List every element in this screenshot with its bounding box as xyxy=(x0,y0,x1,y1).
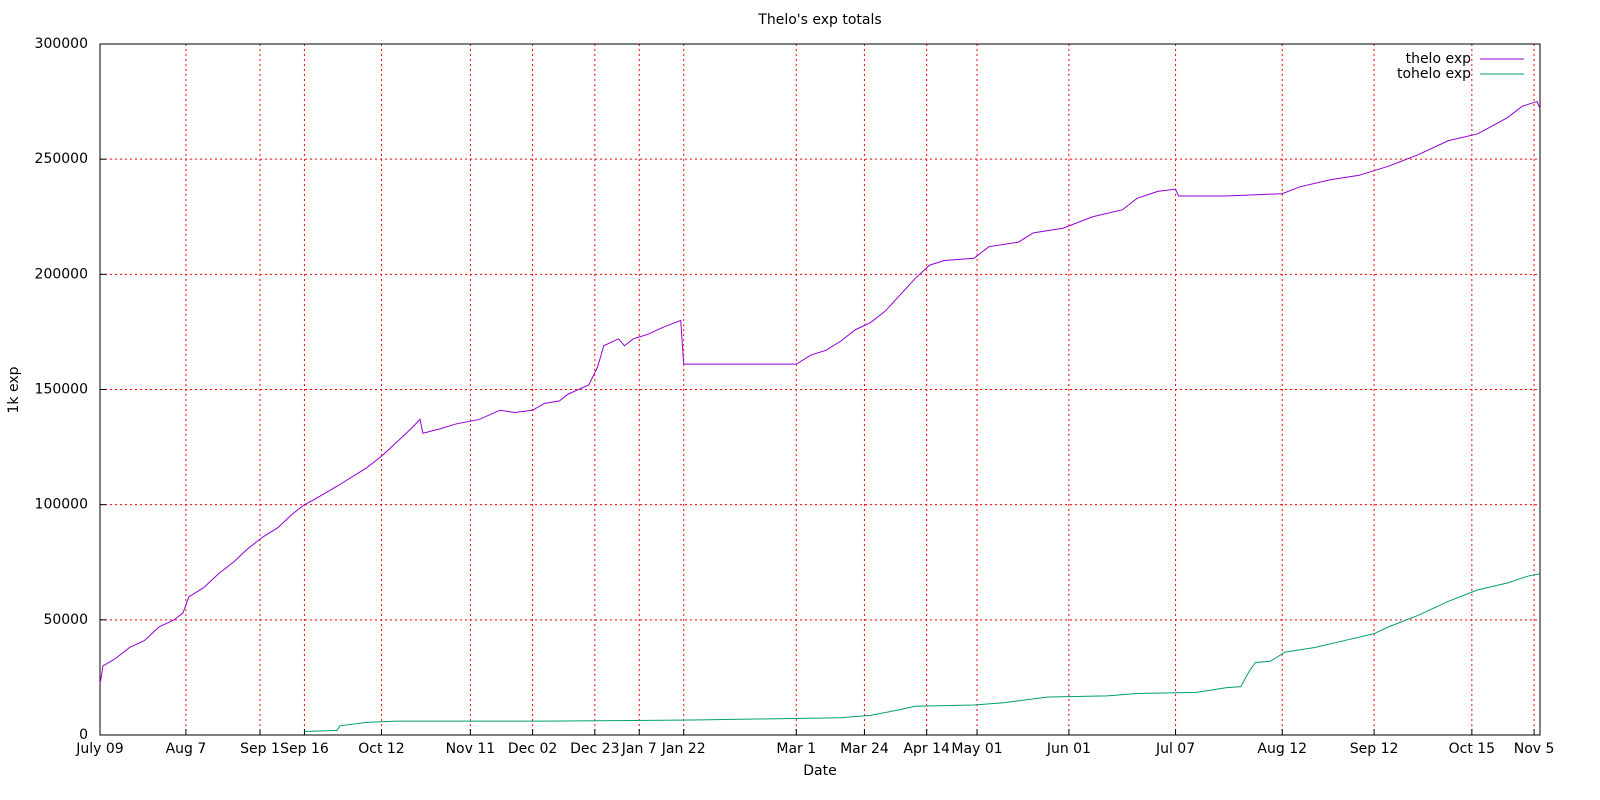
data-line xyxy=(99,100,1541,685)
y-tick-label: 0 xyxy=(79,727,88,743)
x-axis-label: Date xyxy=(803,763,836,779)
x-tick-label: Apr 14 xyxy=(903,741,950,757)
x-tick-label: May 01 xyxy=(951,741,1002,757)
x-tick-label: Aug 7 xyxy=(166,741,207,757)
legend-label: thelo exp xyxy=(1406,51,1472,67)
y-tick-label: 150000 xyxy=(35,382,88,398)
x-tick-label: Jan 22 xyxy=(661,741,706,757)
x-tick-label: July 09 xyxy=(75,741,123,757)
x-tick-label: Mar 24 xyxy=(840,741,889,757)
x-tick-label: Dec 23 xyxy=(570,741,619,757)
x-tick-label: Jul 07 xyxy=(1155,741,1195,757)
x-tick-label: Oct 12 xyxy=(358,741,404,757)
y-axis-label: 1k exp xyxy=(6,366,22,413)
x-tick-label: Sep 1 xyxy=(240,741,280,757)
legend-label: tohelo exp xyxy=(1397,66,1471,82)
x-tick-label: Oct 15 xyxy=(1449,741,1495,757)
data-line xyxy=(304,573,1541,733)
x-tick-label: Aug 12 xyxy=(1257,741,1307,757)
y-tick-label: 100000 xyxy=(35,497,88,513)
x-tick-label: Sep 12 xyxy=(1350,741,1399,757)
y-tick-label: 250000 xyxy=(35,151,88,167)
x-tick-label: Dec 02 xyxy=(508,741,557,757)
x-tick-label: Jun 01 xyxy=(1046,741,1091,757)
y-tick-label: 200000 xyxy=(35,266,88,282)
x-tick-label: Mar 1 xyxy=(776,741,816,757)
x-tick-label: Jan 7 xyxy=(621,741,657,757)
chart-title: Thelo's exp totals xyxy=(757,12,881,28)
x-tick-label: Sep 16 xyxy=(280,741,329,757)
y-tick-label: 50000 xyxy=(43,612,88,628)
x-tick-label: Nov 11 xyxy=(446,741,496,757)
plot-border xyxy=(99,43,1541,736)
x-tick-label: Nov 5 xyxy=(1514,741,1555,757)
y-tick-label: 300000 xyxy=(35,36,88,52)
